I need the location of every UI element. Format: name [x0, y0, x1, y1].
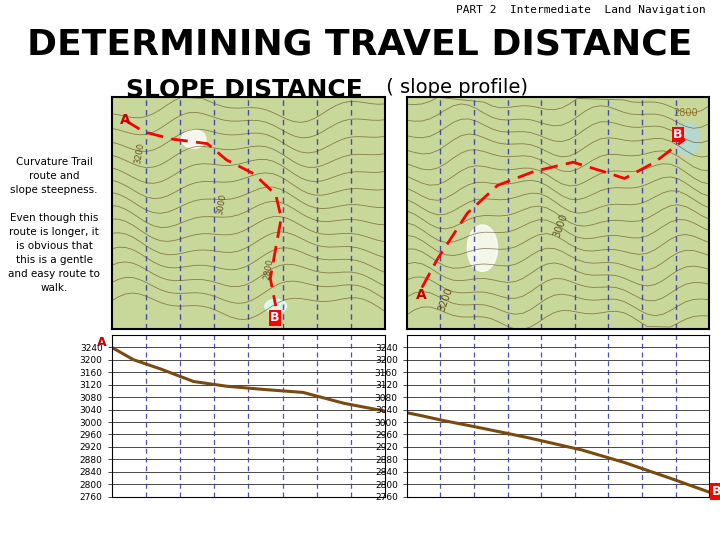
Text: 3200: 3200	[437, 286, 455, 313]
Text: PART 2  Intermediate  Land Navigation: PART 2 Intermediate Land Navigation	[456, 5, 706, 15]
Ellipse shape	[467, 225, 498, 271]
Ellipse shape	[676, 123, 700, 156]
Text: 2800: 2800	[262, 258, 274, 280]
Text: 3200: 3200	[133, 142, 146, 164]
Text: ( slope profile): ( slope profile)	[379, 78, 528, 97]
Text: A: A	[416, 288, 427, 301]
Text: B: B	[712, 485, 720, 498]
Text: DETERMINING TRAVEL DISTANCE: DETERMINING TRAVEL DISTANCE	[27, 27, 693, 61]
Text: SLOPE DISTANCE: SLOPE DISTANCE	[127, 78, 363, 102]
Ellipse shape	[181, 130, 206, 148]
Ellipse shape	[265, 299, 287, 313]
Text: 3000: 3000	[215, 193, 228, 215]
Text: B: B	[673, 128, 683, 141]
Text: 2800: 2800	[673, 108, 698, 118]
Text: A: A	[120, 113, 130, 127]
Text: A: A	[96, 336, 106, 349]
Text: 3000: 3000	[552, 212, 570, 239]
Text: B: B	[270, 311, 280, 325]
Text: Curvature Trail
route and
slope steepness.

Even though this
route is longer, it: Curvature Trail route and slope steepnes…	[8, 157, 100, 293]
